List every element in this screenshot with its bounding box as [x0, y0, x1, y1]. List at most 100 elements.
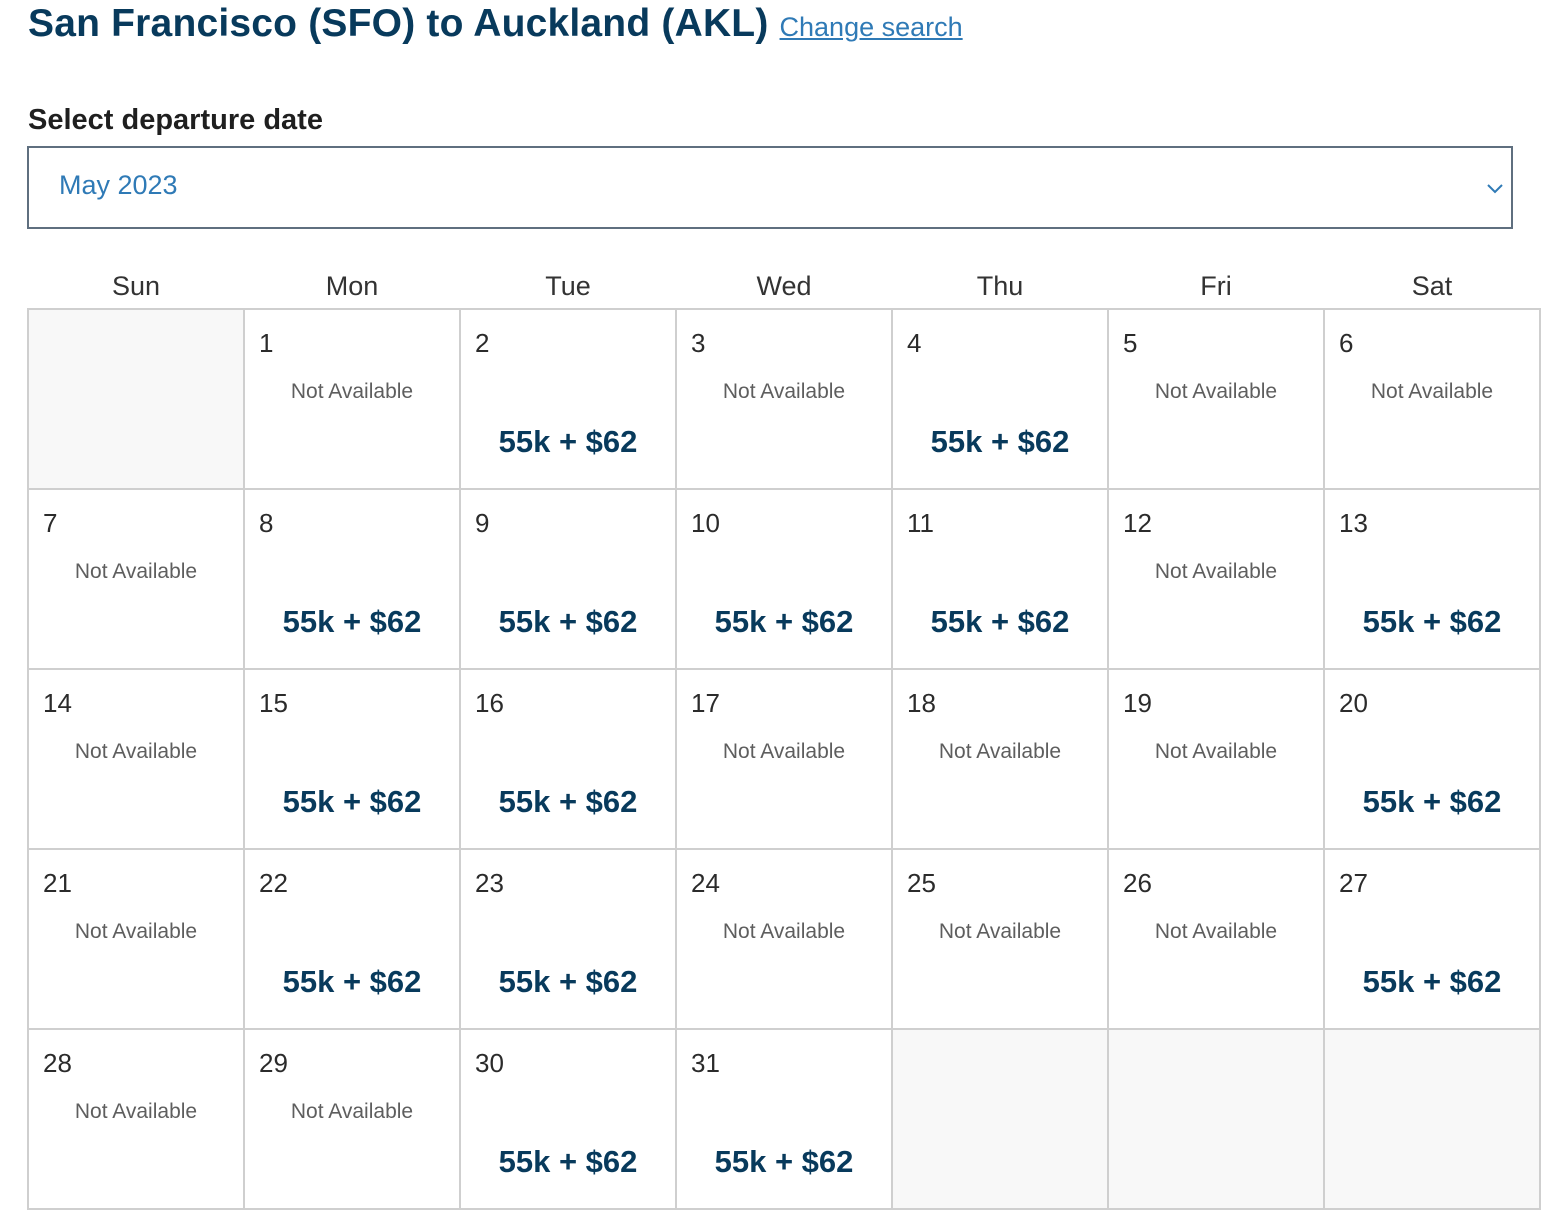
day-price[interactable]: 55k + $62 — [1362, 964, 1502, 999]
day-number: 31 — [691, 1048, 720, 1078]
day-number: 15 — [259, 688, 288, 718]
day-price[interactable]: 55k + $62 — [282, 604, 422, 639]
day-cell: 25 Not Available — [893, 850, 1109, 1030]
day-cell: 28 Not Available — [29, 1030, 245, 1210]
day-cell[interactable]: 20 55k + $62 — [1325, 670, 1541, 850]
day-price[interactable]: 55k + $62 — [498, 1144, 638, 1179]
day-cell[interactable]: 31 55k + $62 — [677, 1030, 893, 1210]
day-number: 25 — [907, 868, 936, 898]
day-number: 22 — [259, 868, 288, 898]
day-number: 9 — [475, 508, 490, 538]
day-cell[interactable]: 23 55k + $62 — [461, 850, 677, 1030]
day-price[interactable]: 55k + $62 — [1362, 784, 1502, 819]
page-title: San Francisco (SFO) to Auckland (AKL) — [28, 2, 769, 45]
day-cell[interactable]: 4 55k + $62 — [893, 310, 1109, 490]
day-cell[interactable]: 27 55k + $62 — [1325, 850, 1541, 1030]
day-cell[interactable]: 30 55k + $62 — [461, 1030, 677, 1210]
day-cell: 1 Not Available — [245, 310, 461, 490]
day-number: 2 — [475, 328, 490, 358]
day-cell: 14 Not Available — [29, 670, 245, 850]
day-price[interactable]: 55k + $62 — [498, 784, 638, 819]
day-cell: 17 Not Available — [677, 670, 893, 850]
weekday-tue: Tue — [545, 271, 591, 301]
day-cell: 18 Not Available — [893, 670, 1109, 850]
day-number: 27 — [1339, 868, 1368, 898]
day-cell[interactable]: 9 55k + $62 — [461, 490, 677, 670]
day-status: Not Available — [1154, 740, 1278, 763]
day-status: Not Available — [722, 380, 846, 403]
weekday-wed: Wed — [756, 271, 812, 301]
day-number: 24 — [691, 868, 720, 898]
day-price[interactable]: 55k + $62 — [714, 604, 854, 639]
day-status: Not Available — [722, 920, 846, 943]
day-number: 19 — [1123, 688, 1152, 718]
day-price[interactable]: 55k + $62 — [282, 964, 422, 999]
day-price[interactable]: 55k + $62 — [930, 604, 1070, 639]
day-cell: 12 Not Available — [1109, 490, 1325, 670]
day-number: 30 — [475, 1048, 504, 1078]
change-search-link[interactable]: Change search — [779, 12, 963, 42]
weekday-header: Sun Mon Tue Wed Thu Fri Sat — [28, 266, 1540, 306]
month-select[interactable]: May 2023 — [27, 146, 1513, 229]
day-number: 28 — [43, 1048, 72, 1078]
day-cell[interactable]: 22 55k + $62 — [245, 850, 461, 1030]
weekday-sat: Sat — [1411, 271, 1453, 301]
day-cell: 29 Not Available — [245, 1030, 461, 1210]
day-status: Not Available — [74, 560, 198, 583]
day-number: 11 — [907, 508, 934, 538]
day-number: 12 — [1123, 508, 1152, 538]
day-cell: 3 Not Available — [677, 310, 893, 490]
day-number: 26 — [1123, 868, 1152, 898]
day-cell[interactable]: 8 55k + $62 — [245, 490, 461, 670]
day-number: 4 — [907, 328, 922, 358]
calendar-grid: 1 Not Available 2 55k + $62 3 Not Available 4 5… — [27, 308, 1541, 1210]
day-number: 20 — [1339, 688, 1368, 718]
day-number: 16 — [475, 688, 504, 718]
empty-day-cell — [893, 1030, 1109, 1210]
day-price[interactable]: 55k + $62 — [714, 1144, 854, 1179]
empty-day-cell — [1325, 1030, 1541, 1210]
day-number: 29 — [259, 1048, 288, 1078]
day-cell: 19 Not Available — [1109, 670, 1325, 850]
empty-day-cell — [1109, 1030, 1325, 1210]
day-number: 14 — [43, 688, 72, 718]
day-number: 5 — [1123, 328, 1138, 358]
weekday-thu: Thu — [976, 271, 1024, 301]
day-number: 21 — [43, 868, 72, 898]
day-status: Not Available — [1154, 380, 1278, 403]
day-status: Not Available — [1370, 380, 1494, 403]
day-status: Not Available — [74, 740, 198, 763]
day-status: Not Available — [290, 380, 414, 403]
day-number: 13 — [1339, 508, 1368, 538]
weekday-fri: Fri — [1200, 271, 1232, 301]
departure-date-label: Select departure date — [28, 104, 323, 136]
day-number: 23 — [475, 868, 504, 898]
day-cell: 26 Not Available — [1109, 850, 1325, 1030]
day-cell[interactable]: 13 55k + $62 — [1325, 490, 1541, 670]
day-cell[interactable]: 16 55k + $62 — [461, 670, 677, 850]
day-status: Not Available — [1154, 920, 1278, 943]
day-cell[interactable]: 2 55k + $62 — [461, 310, 677, 490]
day-number: 18 — [907, 688, 936, 718]
day-cell[interactable]: 10 55k + $62 — [677, 490, 893, 670]
day-number: 1 — [259, 328, 274, 358]
chevron-down-icon — [1487, 184, 1503, 194]
day-cell[interactable]: 15 55k + $62 — [245, 670, 461, 850]
day-price[interactable]: 55k + $62 — [930, 424, 1070, 459]
day-number: 10 — [691, 508, 720, 538]
day-number: 3 — [691, 328, 706, 358]
day-price[interactable]: 55k + $62 — [498, 964, 638, 999]
day-status: Not Available — [938, 920, 1062, 943]
day-price[interactable]: 55k + $62 — [282, 784, 422, 819]
day-status: Not Available — [722, 740, 846, 763]
day-status: Not Available — [1154, 560, 1278, 583]
day-price[interactable]: 55k + $62 — [498, 424, 638, 459]
day-number: 7 — [43, 508, 58, 538]
day-price[interactable]: 55k + $62 — [498, 604, 638, 639]
day-number: 17 — [691, 688, 720, 718]
weekday-mon: Mon — [325, 271, 379, 301]
day-number: 6 — [1339, 328, 1354, 358]
day-cell[interactable]: 11 55k + $62 — [893, 490, 1109, 670]
day-price[interactable]: 55k + $62 — [1362, 604, 1502, 639]
day-status: Not Available — [74, 920, 198, 943]
